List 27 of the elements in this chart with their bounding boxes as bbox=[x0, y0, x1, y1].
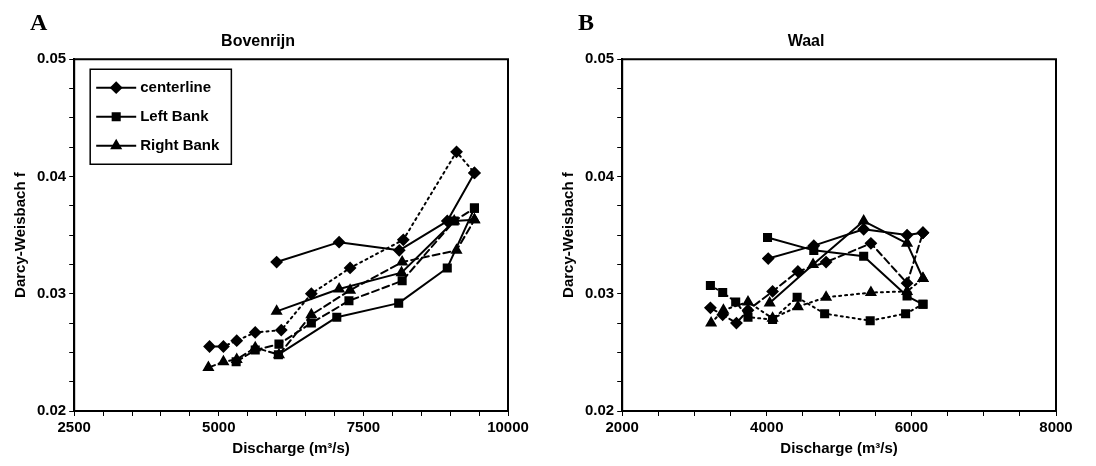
y-tick-label: 0.05 bbox=[584, 49, 615, 67]
text: B bbox=[578, 9, 595, 36]
y-tick-label: 0.02 bbox=[36, 401, 67, 419]
x-tick-label: 2500 bbox=[57, 418, 91, 436]
y-tick-label: 0.04 bbox=[584, 166, 615, 184]
y-axis-title: Darcy-Weisbach f bbox=[559, 171, 577, 298]
legend-label: centerline bbox=[140, 77, 212, 95]
x-tick-label: 6000 bbox=[894, 418, 929, 436]
y-tick-label: 0.05 bbox=[36, 49, 67, 67]
text: A bbox=[30, 9, 48, 36]
chart-title: Waal bbox=[787, 32, 825, 50]
x-axis-title: Discharge (m³/s) bbox=[780, 439, 898, 457]
x-tick-label: 7500 bbox=[346, 418, 381, 436]
x-axis-title: Discharge (m³/s) bbox=[232, 439, 350, 457]
y-tick-label: 0.03 bbox=[36, 283, 67, 301]
x-tick-label: 10000 bbox=[487, 418, 529, 436]
y-tick-label: 0.04 bbox=[36, 166, 67, 184]
legend-label: Left Bank bbox=[140, 106, 210, 124]
legend-label: Right Bank bbox=[140, 135, 221, 153]
x-tick-label: 8000 bbox=[1039, 418, 1073, 436]
x-tick-label: 5000 bbox=[202, 418, 236, 436]
y-tick-label: 0.02 bbox=[584, 401, 615, 419]
x-tick-label: 2000 bbox=[605, 418, 639, 436]
y-tick-label: 0.03 bbox=[584, 283, 615, 301]
chart-title: Bovenrijn bbox=[221, 32, 295, 50]
y-axis-title: Darcy-Weisbach f bbox=[11, 171, 29, 298]
x-tick-label: 4000 bbox=[750, 418, 784, 436]
